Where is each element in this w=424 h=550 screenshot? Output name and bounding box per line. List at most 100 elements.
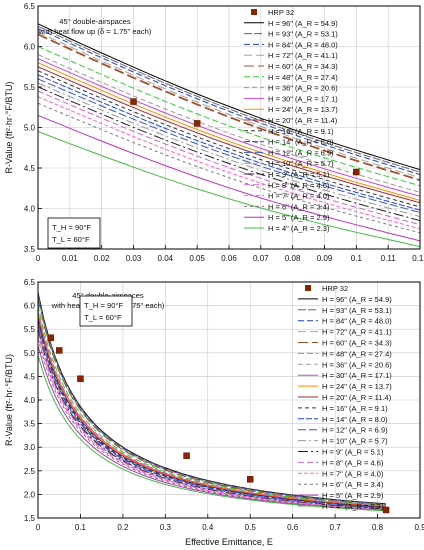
y-tick-label: 1.5 <box>24 514 36 523</box>
legend-label: H = 10" (A_R = 5.7) <box>268 159 334 168</box>
series-line <box>38 131 420 248</box>
y-tick-label: 4.0 <box>24 396 36 405</box>
legend: HRP 32 H = 96" (A_R = 54.9) H = 93" (A_R =… <box>244 8 338 233</box>
series-line <box>38 296 387 506</box>
series-line <box>38 114 420 242</box>
hrp32-marker <box>382 506 390 514</box>
y-tick-label: 5.5 <box>24 83 36 92</box>
legend-label: H = 72" (A_R = 41.1) <box>322 328 392 337</box>
legend-label: H = 84" (A_R = 48.0) <box>268 40 338 49</box>
y-tick-label: 3.5 <box>24 245 36 254</box>
x-tick-label: 0.7 <box>330 523 342 532</box>
legend-label: H = 14" (A_R = 8.0) <box>322 415 388 424</box>
legend-label: H = 36" (A_R = 20.6) <box>322 360 392 369</box>
legend-label: H = 16" (A_R = 9.1) <box>268 127 334 136</box>
legend-label: H = 8" (A_R = 4.6) <box>322 458 384 467</box>
legend-label: H = 60" (A_R = 34.3) <box>322 339 392 348</box>
legend-label: H = 96" (A_R = 54.9) <box>268 19 338 28</box>
x-tick-label: 0.02 <box>94 254 110 263</box>
chart-top: 0 0.01 0.02 0.03 0.04 0.05 0.06 0.07 0.08 0.09 0.1… <box>4 2 424 263</box>
y-tick-label: 5.5 <box>24 325 36 334</box>
y-tick-label: 4.5 <box>24 164 36 173</box>
series-line <box>38 355 387 512</box>
legend-label: H = 6" (A_R = 3.4) <box>268 202 330 211</box>
legend-label: H = 5" (A_R = 2.9) <box>322 491 384 500</box>
series-line <box>38 70 420 208</box>
legend-label: H = 60" (A_R = 34.3) <box>268 62 338 71</box>
legend-label: H = 9" (A_R = 5.1) <box>322 448 384 457</box>
legend-label: H = 20" (A_R = 11.4) <box>322 393 392 402</box>
chart-bottom: 0 0.1 0.2 0.3 0.4 0.5 0.6 0.7 0.8 0.9 1.5 2.0 2.5 3.0… <box>4 278 424 547</box>
hrp32-marker <box>183 452 190 459</box>
hrp32-marker <box>47 334 54 341</box>
x-tick-label: 0.1 <box>351 254 363 263</box>
temperature-label: T_L = 60°F <box>84 313 122 322</box>
legend-label: H = 8" (A_R = 4.6) <box>268 181 330 190</box>
temperature-box <box>79 295 133 327</box>
hrp32-marker <box>246 476 254 483</box>
hrp32-marker <box>130 98 137 105</box>
legend-label: H = 72" (A_R = 41.1) <box>268 51 338 60</box>
legend-label: H = 12" (A_R = 6.9) <box>268 148 334 157</box>
legend-label: H = 93" (A_R = 53.1) <box>268 30 338 39</box>
legend-label: H = 10" (A_R = 5.7) <box>322 437 388 446</box>
x-tick-label: 0 <box>36 523 41 532</box>
y-tick-label: 4.5 <box>24 372 36 381</box>
legend-label: H = 48" (A_R = 27.4) <box>322 349 392 358</box>
series-line <box>38 28 420 175</box>
series-line <box>38 66 420 204</box>
legend-label: H = 7" (A_R = 4.0) <box>268 192 330 201</box>
series-line <box>38 102 420 234</box>
series-line <box>38 74 420 211</box>
series-line <box>38 23 420 171</box>
y-tick-label: 3.0 <box>24 443 36 452</box>
annotation-text: 45° double-airspaces <box>59 17 131 26</box>
y-tick-label: 3.5 <box>24 420 36 429</box>
legend: HRP 32 H = 96" (A_R = 54.9) H = 93" (A_R =… <box>298 284 392 511</box>
x-tick-label: 0.1 <box>75 523 87 532</box>
y-tick-label: 4.0 <box>24 205 36 214</box>
legend-label: H = 24" (A_R = 13.7) <box>322 382 392 391</box>
y-tick-label: 2.5 <box>24 467 36 476</box>
legend-label: H = 4" (A_R = 2.3) <box>322 502 384 511</box>
legend-label: H = 16" (A_R = 9.1) <box>322 404 388 413</box>
y-tick-label: 5.0 <box>24 349 36 358</box>
legend-label: H = 12" (A_R = 6.9) <box>322 426 388 435</box>
series-line <box>38 86 420 222</box>
y-tick-label: 2.0 <box>24 490 36 499</box>
x-tick-label: 0.01 <box>62 254 78 263</box>
legend-label: H = 96" (A_R = 54.9) <box>322 295 392 304</box>
x-tick-label: 0.12 <box>412 254 424 263</box>
y-tick-label: 6.0 <box>24 43 36 52</box>
temperature-label: T_H = 90°F <box>84 301 123 310</box>
legend-label: H = 24" (A_R = 13.7) <box>268 105 338 114</box>
x-tick-label: 0.2 <box>117 523 129 532</box>
legend-label: H = 9" (A_R = 5.1) <box>268 170 330 179</box>
x-tick-label: 0.03 <box>126 254 142 263</box>
annotation-text: 45° double-airspaces <box>72 291 144 300</box>
legend-label: HRP 32 <box>322 284 348 293</box>
temperature-label: T_L = 60°F <box>52 235 90 244</box>
x-axis-label: Effective Emittance, E <box>185 537 273 547</box>
hrp32-marker <box>193 120 201 127</box>
series-line <box>38 345 387 511</box>
x-tick-label: 0.05 <box>189 254 205 263</box>
series-lines <box>38 292 387 512</box>
plot-frame <box>37 5 421 250</box>
series-line <box>38 96 420 230</box>
hrp32-marker <box>353 168 360 176</box>
series-line <box>38 82 420 218</box>
series-line <box>38 31 420 179</box>
series-line <box>38 33 420 182</box>
series-line <box>38 58 420 197</box>
x-tick-label: 0.9 <box>414 523 424 532</box>
legend-label: H = 30" (A_R = 17.1) <box>322 371 392 380</box>
x-tick-label: 0.3 <box>160 523 172 532</box>
y-axis-label: R-Value (ft²·hr·°F/BTU) <box>4 354 14 446</box>
legend-label: H = 30" (A_R = 17.1) <box>268 94 338 103</box>
legend-marker <box>251 9 257 15</box>
x-tick-label: 0.04 <box>158 254 174 263</box>
temperature-label: T_H = 90°F <box>52 223 91 232</box>
legend-label: H = 4" (A_R = 2.3) <box>268 224 330 233</box>
legend-label: H = 20" (A_R = 11.4) <box>268 116 338 125</box>
